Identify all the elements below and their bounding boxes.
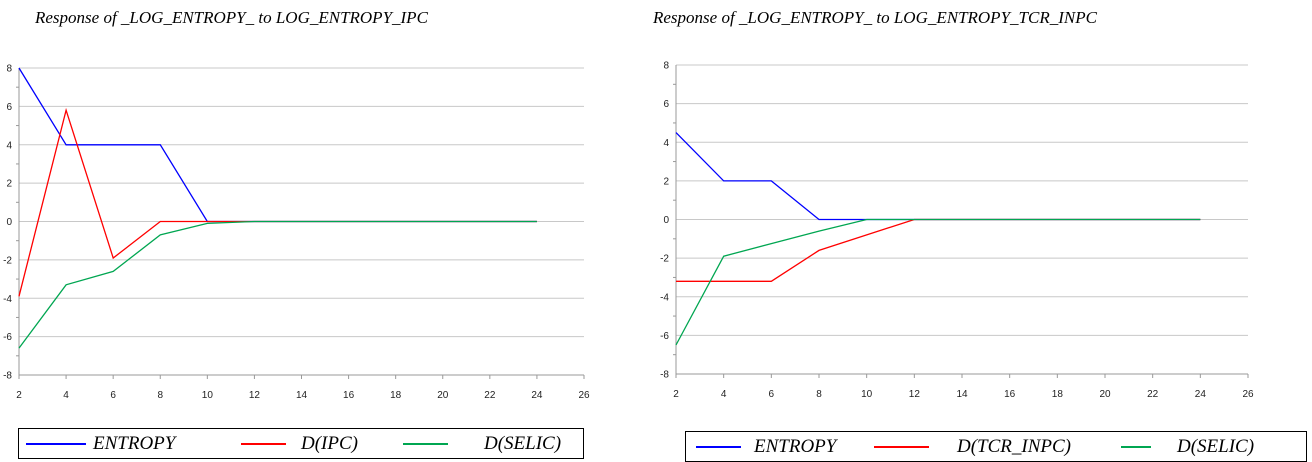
x-tick-label: 18	[390, 390, 402, 401]
chart-panel-tcr-inpc: Response of _LOG_ENTROPY_ to LOG_ENTROPY…	[650, 0, 1312, 462]
x-tick-label: 10	[202, 390, 214, 401]
series-line-entropy	[675, 132, 1201, 221]
y-tick-label: 2	[6, 179, 12, 190]
legend-swatch	[874, 445, 929, 448]
y-tick-label: 2	[663, 176, 669, 187]
x-tick-label: 12	[249, 390, 261, 401]
y-tick-label: 8	[663, 61, 669, 72]
chart-title: Response of _LOG_ENTROPY_ to LOG_ENTROPY…	[653, 8, 1097, 27]
y-tick-label: 6	[6, 102, 12, 113]
x-tick-label: 2	[673, 389, 679, 400]
y-tick-label: -2	[3, 255, 12, 266]
chart-legend: ENTROPY D(TCR_INPC) D(SELIC)	[685, 431, 1307, 462]
legend-swatch	[696, 445, 741, 448]
x-tick-label: 6	[110, 390, 116, 401]
legend-label: ENTROPY	[93, 432, 176, 454]
x-tick-label: 22	[1147, 389, 1159, 400]
x-tick-label: 18	[1052, 389, 1064, 400]
x-tick-label: 14	[956, 389, 968, 400]
x-tick-label: 12	[909, 389, 921, 400]
legend-swatch	[1121, 445, 1151, 448]
x-tick-label: 8	[157, 390, 163, 401]
y-tick-label: 0	[663, 215, 669, 226]
x-tick-label: 20	[437, 390, 449, 401]
x-tick-label: 20	[1099, 389, 1111, 400]
y-tick-label: -6	[660, 331, 669, 342]
legend-label: ENTROPY	[754, 435, 837, 457]
legend-item-d-tcr-inpc: D(TCR_INPC)	[874, 432, 1071, 461]
x-tick-label: 24	[531, 390, 543, 401]
x-tick-label: 10	[861, 389, 873, 400]
y-tick-label: -4	[3, 294, 12, 305]
y-tick-label: 4	[663, 138, 669, 149]
x-tick-label: 2	[16, 390, 22, 401]
series-line-d-selic	[18, 220, 537, 349]
legend-swatch	[26, 442, 86, 445]
chart-title: Response of _LOG_ENTROPY_ to LOG_ENTROPY…	[35, 8, 428, 27]
chart-legend: ENTROPY D(IPC) D(SELIC)	[18, 428, 584, 459]
y-tick-label: -8	[3, 371, 12, 382]
x-tick-label: 4	[721, 389, 727, 400]
x-tick-label: 24	[1195, 389, 1207, 400]
legend-label: D(TCR_INPC)	[957, 435, 1071, 457]
legend-item-d-ipc: D(IPC)	[241, 429, 358, 458]
x-tick-label: 4	[63, 390, 69, 401]
y-tick-label: 8	[6, 64, 12, 75]
y-tick-label: -4	[660, 292, 669, 303]
x-tick-label: 16	[1004, 389, 1016, 400]
series-line-d-selic	[675, 218, 1201, 346]
x-tick-label: 14	[296, 390, 308, 401]
legend-swatch	[241, 442, 286, 445]
y-tick-label: 0	[6, 217, 12, 228]
x-tick-label: 6	[769, 389, 775, 400]
legend-item-d-selic: D(SELIC)	[1121, 432, 1254, 461]
y-tick-label: 6	[663, 99, 669, 110]
legend-swatch	[403, 442, 448, 445]
y-tick-label: -8	[660, 370, 669, 381]
legend-label: D(SELIC)	[484, 432, 562, 454]
series-line-d-ipc	[18, 107, 537, 297]
legend-item-d-selic: D(SELIC)	[403, 429, 561, 458]
legend-item-entropy: ENTROPY	[696, 432, 836, 461]
x-tick-label: 8	[816, 389, 822, 400]
legend-item-entropy: ENTROPY	[26, 429, 175, 458]
legend-label: D(IPC)	[301, 432, 358, 454]
x-tick-label: 22	[484, 390, 496, 401]
y-tick-label: -6	[3, 332, 12, 343]
series-line-d-tcr-inpc	[676, 218, 1201, 282]
chart-panel-ipc: Response of _LOG_ENTROPY_ to LOG_ENTROPY…	[0, 0, 600, 460]
x-tick-label: 16	[343, 390, 355, 401]
y-tick-label: -2	[660, 254, 669, 265]
x-tick-label: 26	[578, 390, 590, 401]
x-tick-label: 26	[1242, 389, 1254, 400]
y-tick-label: 4	[6, 140, 12, 151]
legend-label: D(SELIC)	[1177, 435, 1255, 457]
